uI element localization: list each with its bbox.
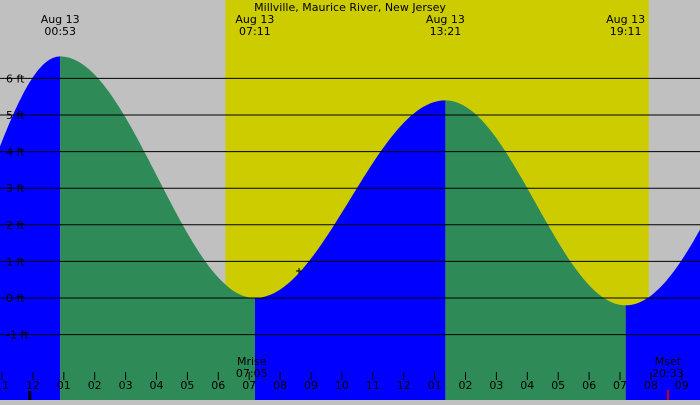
extreme-time-label: 13:21 bbox=[430, 25, 462, 38]
y-tick-label: 2 ft bbox=[6, 219, 25, 232]
extreme-date-label: Aug 13 bbox=[41, 13, 80, 26]
hour-tick-label: 05 bbox=[180, 379, 194, 392]
hour-tick-label: 09 bbox=[675, 379, 689, 392]
falling-tide-area bbox=[445, 100, 626, 401]
hour-tick-label: 08 bbox=[644, 379, 658, 392]
hour-tick-label: 05 bbox=[551, 379, 565, 392]
hour-tick-label: 03 bbox=[489, 379, 503, 392]
rising-tide-area bbox=[254, 100, 446, 401]
extreme-time-label: 07:11 bbox=[239, 25, 271, 38]
hour-tick-label: 06 bbox=[582, 379, 596, 392]
rising-tide-area bbox=[0, 56, 61, 400]
moon-event-label: Mrise bbox=[237, 355, 267, 368]
hour-tick-label: 01 bbox=[428, 379, 442, 392]
hour-tick-label: 08 bbox=[273, 379, 287, 392]
hour-tick-label: 04 bbox=[520, 379, 534, 392]
hour-tick-label: 03 bbox=[119, 379, 133, 392]
extreme-date-label: Aug 13 bbox=[235, 13, 274, 26]
hour-tick-label: 10 bbox=[335, 379, 349, 392]
y-tick-label: 5 ft bbox=[6, 109, 25, 122]
hour-tick-label: 07 bbox=[613, 379, 627, 392]
moon-event-time: 07:05 bbox=[236, 367, 268, 380]
y-tick-label: -1 ft bbox=[6, 329, 29, 342]
extreme-date-label: Aug 13 bbox=[606, 13, 645, 26]
cross-marker bbox=[296, 268, 302, 274]
extreme-time-label: 00:53 bbox=[44, 25, 76, 38]
moon-event-time: 20:33 bbox=[652, 367, 684, 380]
hour-tick-label: 02 bbox=[459, 379, 473, 392]
rising-tide-area bbox=[625, 229, 700, 400]
hour-tick-label: 12 bbox=[397, 379, 411, 392]
hour-tick-label: 12 bbox=[26, 379, 40, 392]
y-tick-label: 6 ft bbox=[6, 72, 25, 85]
falling-tide-area bbox=[60, 56, 255, 401]
hour-tick-label: 02 bbox=[88, 379, 102, 392]
extreme-date-label: Aug 13 bbox=[426, 13, 465, 26]
hour-tick-label: 09 bbox=[304, 379, 318, 392]
chart-title: Millville, Maurice River, New Jersey bbox=[254, 1, 446, 14]
y-tick-label: 4 ft bbox=[6, 146, 25, 159]
moon-event-label: Mset bbox=[655, 355, 682, 368]
hour-tick-label: 07 bbox=[242, 379, 256, 392]
hour-tick-label: 11 bbox=[366, 379, 380, 392]
hour-tick-label: 01 bbox=[57, 379, 71, 392]
y-tick-label: 1 ft bbox=[6, 255, 25, 268]
y-tick-label: 0 ft bbox=[6, 292, 25, 305]
y-tick-label: 3 ft bbox=[6, 182, 25, 195]
extreme-time-label: 19:11 bbox=[610, 25, 642, 38]
hour-tick-label: 04 bbox=[150, 379, 164, 392]
hour-tick-label: 11 bbox=[0, 379, 9, 392]
hour-tick-label: 06 bbox=[211, 379, 225, 392]
